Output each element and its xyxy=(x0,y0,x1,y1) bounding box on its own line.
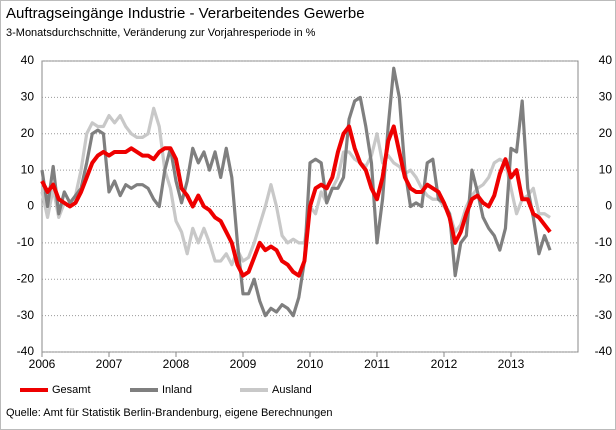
y-tick-label: -20 xyxy=(17,271,35,285)
x-tick-label: 2007 xyxy=(96,357,123,371)
y-tick-label: -30 xyxy=(17,308,35,322)
line-series xyxy=(40,66,552,318)
legend-label: Inland xyxy=(162,384,192,396)
line-series xyxy=(40,124,552,278)
x-tick-label: 2009 xyxy=(230,357,257,371)
y-tick-label: 30 xyxy=(21,90,35,104)
y2-tick-label: 10 xyxy=(599,162,613,176)
y2-tick-label: 0 xyxy=(605,199,612,213)
legend-label: Ausland xyxy=(272,384,312,396)
chart-title: Auftragseingänge Industrie - Verarbeiten… xyxy=(6,5,365,22)
chart-subtitle: 3-Monatsdurchschnitte, Veränderung zur V… xyxy=(6,27,316,39)
x-tick-label: 2006 xyxy=(29,357,56,371)
y2-tick-label: -10 xyxy=(595,235,613,249)
y-tick-label: -10 xyxy=(17,235,35,249)
x-tick-label: 2011 xyxy=(364,357,390,371)
y2-tick-label: -20 xyxy=(595,271,613,285)
line-series xyxy=(40,106,551,267)
y2-tick-label: -40 xyxy=(595,344,613,358)
y2-tick-label: -30 xyxy=(595,308,613,322)
x-tick-label: 2013 xyxy=(498,357,525,371)
y-tick-label: 0 xyxy=(27,199,34,213)
x-tick-label: 2008 xyxy=(163,357,190,371)
y-tick-label: 10 xyxy=(21,162,35,176)
y2-tick-label: 40 xyxy=(599,53,613,67)
y-tick-label: 40 xyxy=(21,53,35,67)
y-tick-label: 20 xyxy=(21,126,35,140)
y2-tick-label: 30 xyxy=(599,90,613,104)
y-tick-label: -40 xyxy=(17,344,35,358)
x-tick-label: 2010 xyxy=(297,357,324,371)
legend-label: Gesamt xyxy=(52,384,91,396)
x-tick-label: 2012 xyxy=(431,357,458,371)
y2-tick-label: 20 xyxy=(599,126,613,140)
source: Quelle: Amt für Statistik Berlin-Branden… xyxy=(6,407,333,419)
